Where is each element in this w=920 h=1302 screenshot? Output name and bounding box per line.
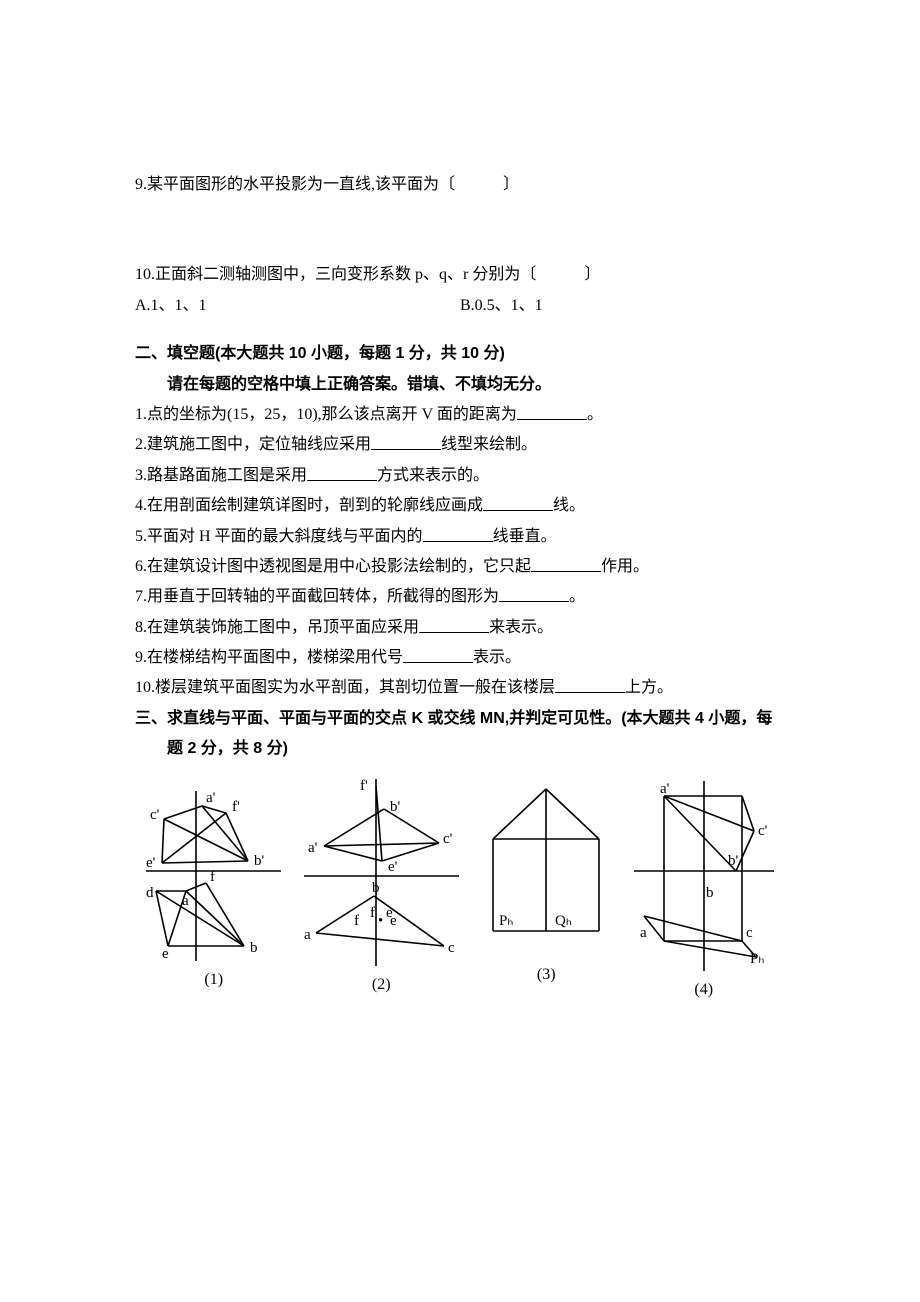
fill-1: 1.点的坐标为(15，25，10),那么该点离开 V 面的距离为 。 xyxy=(135,400,785,430)
fill-1-b: 。 xyxy=(587,406,603,423)
question-10-option-a: A.1、1、1 xyxy=(135,291,460,321)
svg-text:a': a' xyxy=(660,781,670,797)
figure-3-svg: Pₕ Qₕ xyxy=(481,771,611,956)
svg-text:a: a xyxy=(304,927,311,943)
figure-2-svg: f'b'a'e'c'afebcf •e xyxy=(304,771,459,966)
svg-text:d: d xyxy=(146,885,154,901)
svg-text:Qₕ: Qₕ xyxy=(555,913,572,929)
figure-2-label: (2) xyxy=(372,970,391,1000)
fill-8-b: 来表示。 xyxy=(489,619,553,636)
svg-text:c: c xyxy=(746,925,753,941)
question-10-close: 〕 xyxy=(584,266,600,283)
svg-text:c': c' xyxy=(443,831,453,847)
question-9-close: 〕 xyxy=(503,176,519,193)
svg-text:c': c' xyxy=(758,823,768,839)
svg-text:c: c xyxy=(448,940,455,956)
fill-4-a: 4.在用剖面绘制建筑详图时，剖到的轮廓线应画成 xyxy=(135,497,483,514)
fill-7-blank xyxy=(499,585,569,602)
fill-4-b: 线。 xyxy=(553,497,585,514)
fill-7-a: 7.用垂直于回转轴的平面截回转体，所截得的图形为 xyxy=(135,588,499,605)
fill-2: 2.建筑施工图中，定位轴线应采用 线型来绘制。 xyxy=(135,430,785,460)
fill-10-b: 上方。 xyxy=(625,679,673,696)
fill-5-a: 5.平面对 H 平面的最大斜度线与平面内的 xyxy=(135,528,423,545)
fill-2-b: 线型来绘制。 xyxy=(441,436,537,453)
section-3-heading-line1: 三、求直线与平面、平面与平面的交点 K 或交线 MN,并判定可见性。(本大题共 … xyxy=(135,704,785,734)
figure-3: Pₕ Qₕ (3) xyxy=(481,771,611,1005)
fill-9: 9.在楼梯结构平面图中，楼梯梁用代号 表示。 xyxy=(135,643,785,673)
section-2-heading: 二、填空题(本大题共 10 小题，每题 1 分，共 10 分) xyxy=(135,339,785,369)
fill-4: 4.在用剖面绘制建筑详图时，剖到的轮廓线应画成 线。 xyxy=(135,491,785,521)
fill-5-b: 线垂直。 xyxy=(493,528,557,545)
fill-6: 6.在建筑设计图中透视图是用中心投影法绘制的，它只起 作用。 xyxy=(135,552,785,582)
fill-3-blank xyxy=(307,464,377,481)
svg-text:b: b xyxy=(372,880,380,896)
fill-8-a: 8.在建筑装饰施工图中，吊顶平面应采用 xyxy=(135,619,419,636)
svg-text:a': a' xyxy=(206,790,216,806)
figure-4-svg: a' c' b' b a c Pₕ xyxy=(634,771,774,971)
figure-3-label: (3) xyxy=(537,960,556,990)
fill-10-blank xyxy=(555,676,625,693)
section-3-heading-line2: 题 2 分，共 8 分) xyxy=(135,734,785,764)
question-10-options: A.1、1、1 B.0.5、1、1 xyxy=(135,291,785,321)
svg-text:f': f' xyxy=(232,799,240,815)
fill-3-a: 3.路基路面施工图是采用 xyxy=(135,467,307,484)
fill-2-blank xyxy=(371,433,441,450)
svg-text:•: • xyxy=(378,913,383,929)
question-10-option-b: B.0.5、1、1 xyxy=(460,291,785,321)
svg-text:f: f xyxy=(370,905,375,921)
svg-text:a: a xyxy=(182,893,189,909)
svg-text:a': a' xyxy=(308,840,318,856)
fill-8-blank xyxy=(419,616,489,633)
svg-text:e: e xyxy=(390,913,397,929)
svg-text:b': b' xyxy=(254,853,265,869)
fill-3: 3.路基路面施工图是采用 方式来表示的。 xyxy=(135,461,785,491)
svg-text:c': c' xyxy=(150,807,160,823)
figure-1-label: (1) xyxy=(204,965,223,995)
fill-10-a: 10.楼层建筑平面图实为水平剖面，其剖切位置一般在该楼层 xyxy=(135,679,555,696)
figure-2: f'b'a'e'c'afebcf •e (2) xyxy=(304,771,459,1005)
fill-7-b: 。 xyxy=(569,588,585,605)
question-10: 10.正面斜二测轴测图中，三向变形系数 p、q、r 分别为〔 〕 xyxy=(135,260,785,290)
fill-2-a: 2.建筑施工图中，定位轴线应采用 xyxy=(135,436,371,453)
svg-text:f: f xyxy=(354,913,359,929)
fill-1-blank xyxy=(517,403,587,420)
fill-7: 7.用垂直于回转轴的平面截回转体，所截得的图形为 。 xyxy=(135,582,785,612)
svg-text:b': b' xyxy=(728,853,739,869)
svg-text:e': e' xyxy=(146,855,156,871)
svg-text:Pₕ: Pₕ xyxy=(499,913,513,929)
figure-1-svg: a' c' f' b' e' d a f e b xyxy=(146,771,281,961)
question-9: 9.某平面图形的水平投影为一直线,该平面为〔 〕 xyxy=(135,170,785,200)
fill-9-blank xyxy=(403,646,473,663)
fill-6-b: 作用。 xyxy=(601,558,649,575)
svg-text:f: f xyxy=(210,869,215,885)
fill-4-blank xyxy=(483,494,553,511)
svg-text:b: b xyxy=(250,940,258,956)
svg-text:e: e xyxy=(162,946,169,961)
fill-6-blank xyxy=(531,555,601,572)
svg-text:Pₕ: Pₕ xyxy=(750,951,764,967)
fill-10: 10.楼层建筑平面图实为水平剖面，其剖切位置一般在该楼层 上方。 xyxy=(135,673,785,703)
svg-text:b': b' xyxy=(390,799,401,815)
svg-text:a: a xyxy=(640,925,647,941)
fill-5: 5.平面对 H 平面的最大斜度线与平面内的 线垂直。 xyxy=(135,522,785,552)
svg-text:b: b xyxy=(706,885,714,901)
fill-3-b: 方式来表示的。 xyxy=(377,467,489,484)
section-2-subheading: 请在每题的空格中填上正确答案。错填、不填均无分。 xyxy=(135,370,785,400)
figure-1: a' c' f' b' e' d a f e b (1) xyxy=(146,771,281,1005)
figure-4: a' c' b' b a c Pₕ (4) xyxy=(634,771,774,1005)
figure-4-label: (4) xyxy=(694,975,713,1005)
question-10-text: 10.正面斜二测轴测图中，三向变形系数 p、q、r 分别为〔 xyxy=(135,266,536,283)
fill-9-b: 表示。 xyxy=(473,649,521,666)
question-9-text: 9.某平面图形的水平投影为一直线,该平面为〔 xyxy=(135,176,455,193)
svg-text:f': f' xyxy=(360,778,368,794)
fill-8: 8.在建筑装饰施工图中，吊顶平面应采用 来表示。 xyxy=(135,613,785,643)
fill-5-blank xyxy=(423,525,493,542)
svg-text:e': e' xyxy=(388,859,398,875)
figures-row: a'c'f'b'e'dafeb (1) f'b'a'e'c'afebcf •e … xyxy=(135,771,785,1005)
fill-1-a: 1.点的坐标为(15，25，10),那么该点离开 V 面的距离为 xyxy=(135,406,517,423)
fill-6-a: 6.在建筑设计图中透视图是用中心投影法绘制的，它只起 xyxy=(135,558,531,575)
fill-9-a: 9.在楼梯结构平面图中，楼梯梁用代号 xyxy=(135,649,403,666)
